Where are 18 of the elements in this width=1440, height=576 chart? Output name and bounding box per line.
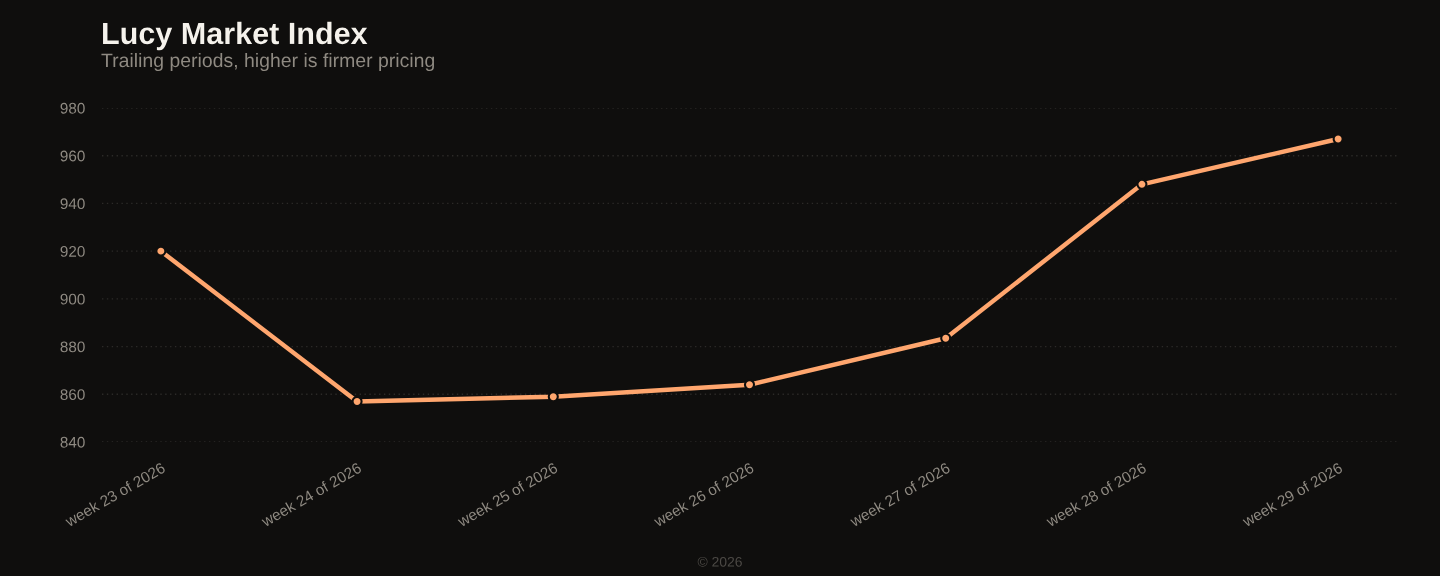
text: © 2026 (697, 556, 742, 567)
y-tick-label: 980 (60, 102, 85, 114)
x-tick-label: week 26 of 2026 (652, 461, 755, 528)
y-tick-label: 920 (60, 246, 85, 257)
x-tick-label: week 28 of 2026 (1044, 461, 1147, 528)
x-tick-label: week 23 of 2026 (63, 461, 166, 528)
x-tick-label: week 29 of 2026 (1241, 461, 1344, 528)
y-tick-label: 880 (60, 341, 85, 353)
y-tick-label: 940 (60, 198, 85, 210)
y-tick-label: 840 (60, 436, 85, 448)
chart-title: Lucy Market Index (103, 21, 368, 51)
x-tick-label: week 27 of 2026 (848, 461, 951, 528)
x-tick-label: week 24 of 2026 (259, 461, 363, 528)
y-tick-label: 900 (60, 293, 85, 305)
x-tick-label: week 25 of 2026 (456, 461, 559, 528)
y-tick-label: 860 (60, 389, 85, 400)
chart-subtitle: Trailing periods, higher is firmer pricing (101, 52, 435, 72)
y-tick-label: 960 (60, 150, 85, 162)
